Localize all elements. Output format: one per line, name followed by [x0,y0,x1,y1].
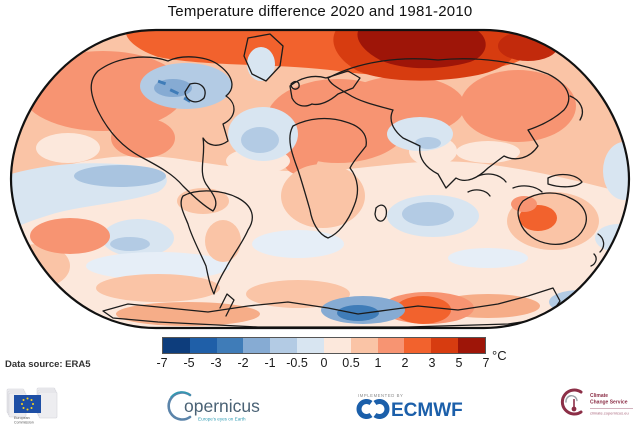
anomaly-field [11,30,629,328]
colorbar-tick-label: 0 [320,356,328,370]
new-guinea-outline [547,173,583,188]
copernicus-wordmark-text: opernicus [184,396,260,416]
colorbar-segment [350,338,378,353]
map-border [9,28,631,330]
ccs-url: climate.copernicus.eu [590,411,629,416]
map-svg [9,28,631,330]
ecmwf-logo-icon: IMPLEMENTED BY ECMWF [356,393,463,421]
colorbar-segment [323,338,351,353]
north-america-outline [90,56,235,212]
climate-change-service-logo: Climate Change Service climate.copernicu… [553,382,639,431]
colorbar-tick-label: 3 [428,356,436,370]
colorbar: -7 -5 -3 -2 -1 -0.5 0 0.5 1 2 3 5 7 [156,337,489,377]
ccs-crescent-icon [560,388,583,416]
ecmwf-wordmark: ECMWF [391,400,463,421]
madagascar-outline [374,204,388,222]
ecmwf-emblem-icon [356,399,390,419]
data-source-label: Data source: ERA5 [5,359,91,370]
ccs-text-line1: Climate [590,393,608,399]
colorbar-segment [243,338,271,353]
hudson-bay-outline [184,82,206,103]
colorbar-segment [270,338,298,353]
africa-outline [289,117,367,239]
world-anomaly-map [8,26,632,332]
colorbar-segments [162,337,486,354]
asia-outline [327,58,570,189]
colorbar-segment [163,338,190,353]
colorbar-tick-label: 0.5 [342,356,360,370]
japan-outline [569,95,584,121]
indonesia-outline [467,173,543,197]
copernicus-wordmark-icon: opernicus Europe's eyes on Earth [167,391,260,422]
colorbar-tick-label: 1 [374,356,382,370]
colorbar-tick-label: -7 [156,356,168,370]
greenland-outline [243,33,284,82]
colorbar-segment [297,338,324,353]
colorbar-ticks: -7 -5 -3 -2 -1 -0.5 0 0.5 1 2 3 5 7 [156,356,489,374]
eu-text-line2: Commission [14,421,34,425]
colorbar-tick-label: -1 [264,356,276,370]
ccs-text-line2: Change Service [590,400,628,406]
colorbar-tick-label: -0.5 [286,356,308,370]
ccs-logo-icon: Climate Change Service climate.copernicu… [560,388,633,416]
british-isles-outline [290,80,300,90]
ecmwf-logo: IMPLEMENTED BY ECMWF [349,389,489,430]
colorbar-unit: °C [492,348,507,363]
copernicus-logo: opernicus Europe's eyes on Earth [158,387,313,432]
colorbar-tick-label: 2 [401,356,409,370]
colorbar-segment [431,338,459,353]
south-america-outline [180,190,253,295]
colorbar-segment [189,338,217,353]
colorbar-tick-label: 5 [455,356,463,370]
colorbar-tick-label: -3 [210,356,222,370]
antarctic-peninsula-outline [219,293,235,317]
page-title: Temperature difference 2020 and 1981-201… [167,3,473,20]
colorbar-segment [216,338,244,353]
colorbar-segment [458,338,485,353]
eu-flag-icon: European Commission [6,387,58,425]
colorbar-segment [377,338,405,353]
australia-outline [517,192,587,246]
new-zealand-outline [590,233,605,267]
europe-outline [289,70,361,107]
eu-text-line1: European [14,416,30,420]
ecmwf-implemented-by: IMPLEMENTED BY [358,393,403,398]
copernicus-tagline: Europe's eyes on Earth [198,417,246,422]
european-commission-logo: European Commission [6,386,62,431]
colorbar-tick-label: 7 [482,356,490,370]
ccs-cloud-icon [565,395,578,403]
colorbar-segment [404,338,432,353]
colorbar-tick-label: -5 [183,356,195,370]
colorbar-tick-label: -2 [237,356,249,370]
